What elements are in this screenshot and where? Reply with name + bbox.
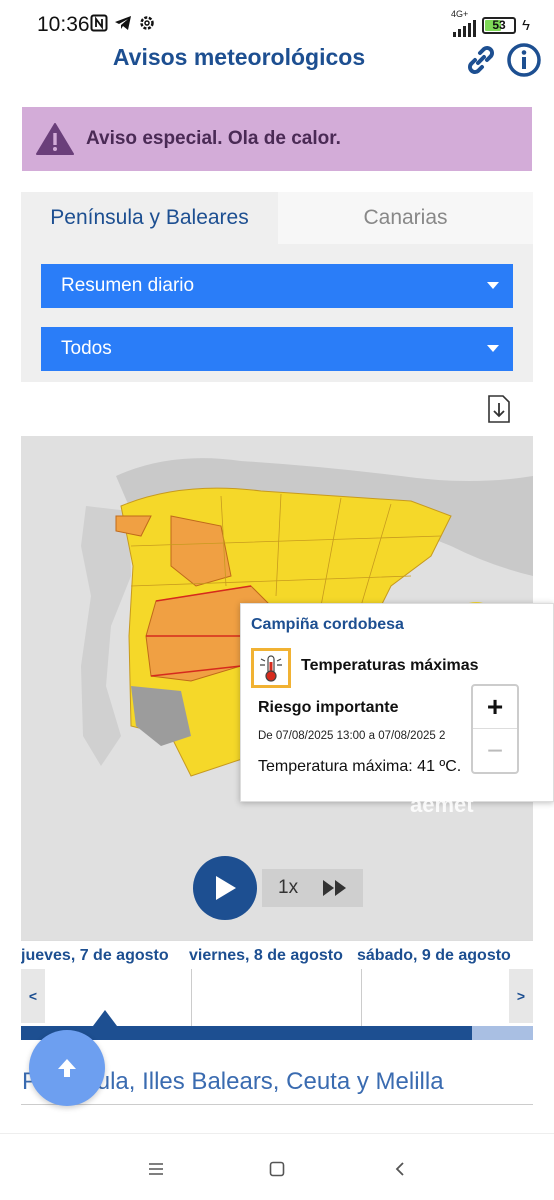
back-icon	[395, 1162, 404, 1176]
map-portugal	[81, 506, 131, 766]
day-label-2[interactable]: viernes, 8 de agosto	[189, 947, 343, 964]
status-right: 4G+ 53 ϟ	[451, 9, 530, 37]
chevron-down-icon	[487, 345, 499, 352]
status-time: 10:36	[37, 13, 90, 36]
map-france-land	[116, 458, 533, 576]
arrow-up-icon	[58, 1059, 76, 1077]
settings-icon	[140, 16, 154, 30]
charging-icon: ϟ	[522, 16, 530, 34]
tab-canarias[interactable]: Canarias	[278, 192, 533, 244]
aemet-watermark: aemet	[410, 792, 474, 817]
zoom-out-button[interactable]: −	[486, 734, 504, 766]
play-button[interactable]	[193, 856, 257, 920]
next-day-button[interactable]: >	[509, 969, 533, 1023]
alert-text: Aviso especial. Ola de calor.	[86, 128, 341, 149]
zoom-control: + −	[471, 684, 519, 774]
day-divider	[191, 969, 192, 1026]
popup-detail: Temperatura máxima: 41 ºC.	[258, 758, 462, 775]
link-button[interactable]	[461, 40, 501, 80]
day-label-3[interactable]: sábado, 9 de agosto	[357, 947, 511, 964]
prev-day-button[interactable]: <	[21, 969, 45, 1023]
day-divider	[361, 969, 362, 1026]
info-icon	[507, 43, 541, 77]
scroll-top-button[interactable]	[29, 1030, 105, 1106]
thermometer-icon	[251, 648, 291, 688]
battery-icon: 53	[482, 16, 517, 34]
play-icon	[216, 876, 236, 900]
map-orange-zone	[145, 585, 272, 682]
system-nav-bar	[0, 1133, 554, 1200]
popup-risk: Riesgo importante	[258, 699, 399, 716]
menu-icon	[149, 1163, 163, 1175]
fast-forward-icon[interactable]	[322, 878, 348, 898]
nfc-icon	[90, 14, 108, 32]
filter-select-value: Todos	[61, 338, 112, 359]
battery-level: 53	[492, 17, 506, 32]
telegram-icon	[115, 16, 131, 30]
divider	[21, 1104, 533, 1105]
tabs-panel: Península y Baleares Canarias Resumen di…	[21, 192, 533, 382]
popup-zone-name: Campiña cordobesa	[251, 616, 404, 633]
battery-fill	[485, 19, 501, 31]
filter-select[interactable]: Todos	[41, 327, 513, 371]
alert-banner[interactable]: Aviso especial. Ola de calor.	[22, 107, 532, 171]
timeline-progress[interactable]	[21, 1026, 533, 1040]
signal-icon: 4G+	[451, 9, 477, 37]
map-red-border	[146, 585, 252, 677]
map-orange-zone	[115, 515, 152, 537]
timeline-progress-fill	[21, 1026, 472, 1040]
network-label: 4G+	[451, 9, 469, 19]
view-select[interactable]: Resumen diario	[41, 264, 513, 308]
day-label-1[interactable]: jueves, 7 de agosto	[21, 947, 169, 964]
popup-event: Temperaturas máximas	[301, 657, 479, 674]
tab-peninsula[interactable]: Península y Baleares	[21, 192, 278, 244]
status-icons-left	[90, 14, 156, 32]
info-button[interactable]	[504, 40, 544, 80]
warning-triangle-icon	[36, 123, 74, 155]
map-gray-zone	[131, 686, 191, 746]
map-orange-zone	[170, 515, 232, 587]
view-select-value: Resumen diario	[61, 275, 195, 296]
timeline-marker[interactable]	[93, 1010, 117, 1026]
status-bar: 10:36 4G+ 53 ϟ	[0, 0, 554, 50]
link-icon	[468, 46, 494, 74]
page-title: Avisos meteorológicos	[112, 44, 366, 70]
home-icon	[269, 1161, 285, 1177]
chevron-down-icon	[487, 282, 499, 289]
zoom-in-button[interactable]: +	[473, 686, 517, 729]
back-button[interactable]	[385, 1154, 415, 1184]
home-button[interactable]	[262, 1154, 292, 1184]
speed-label: 1x	[278, 877, 299, 898]
speed-control[interactable]: 1x	[262, 869, 363, 907]
download-icon[interactable]	[487, 395, 511, 423]
menu-button[interactable]	[141, 1154, 171, 1184]
popup-dates: De 07/08/2025 13:00 a 07/08/2025 2	[258, 730, 446, 742]
